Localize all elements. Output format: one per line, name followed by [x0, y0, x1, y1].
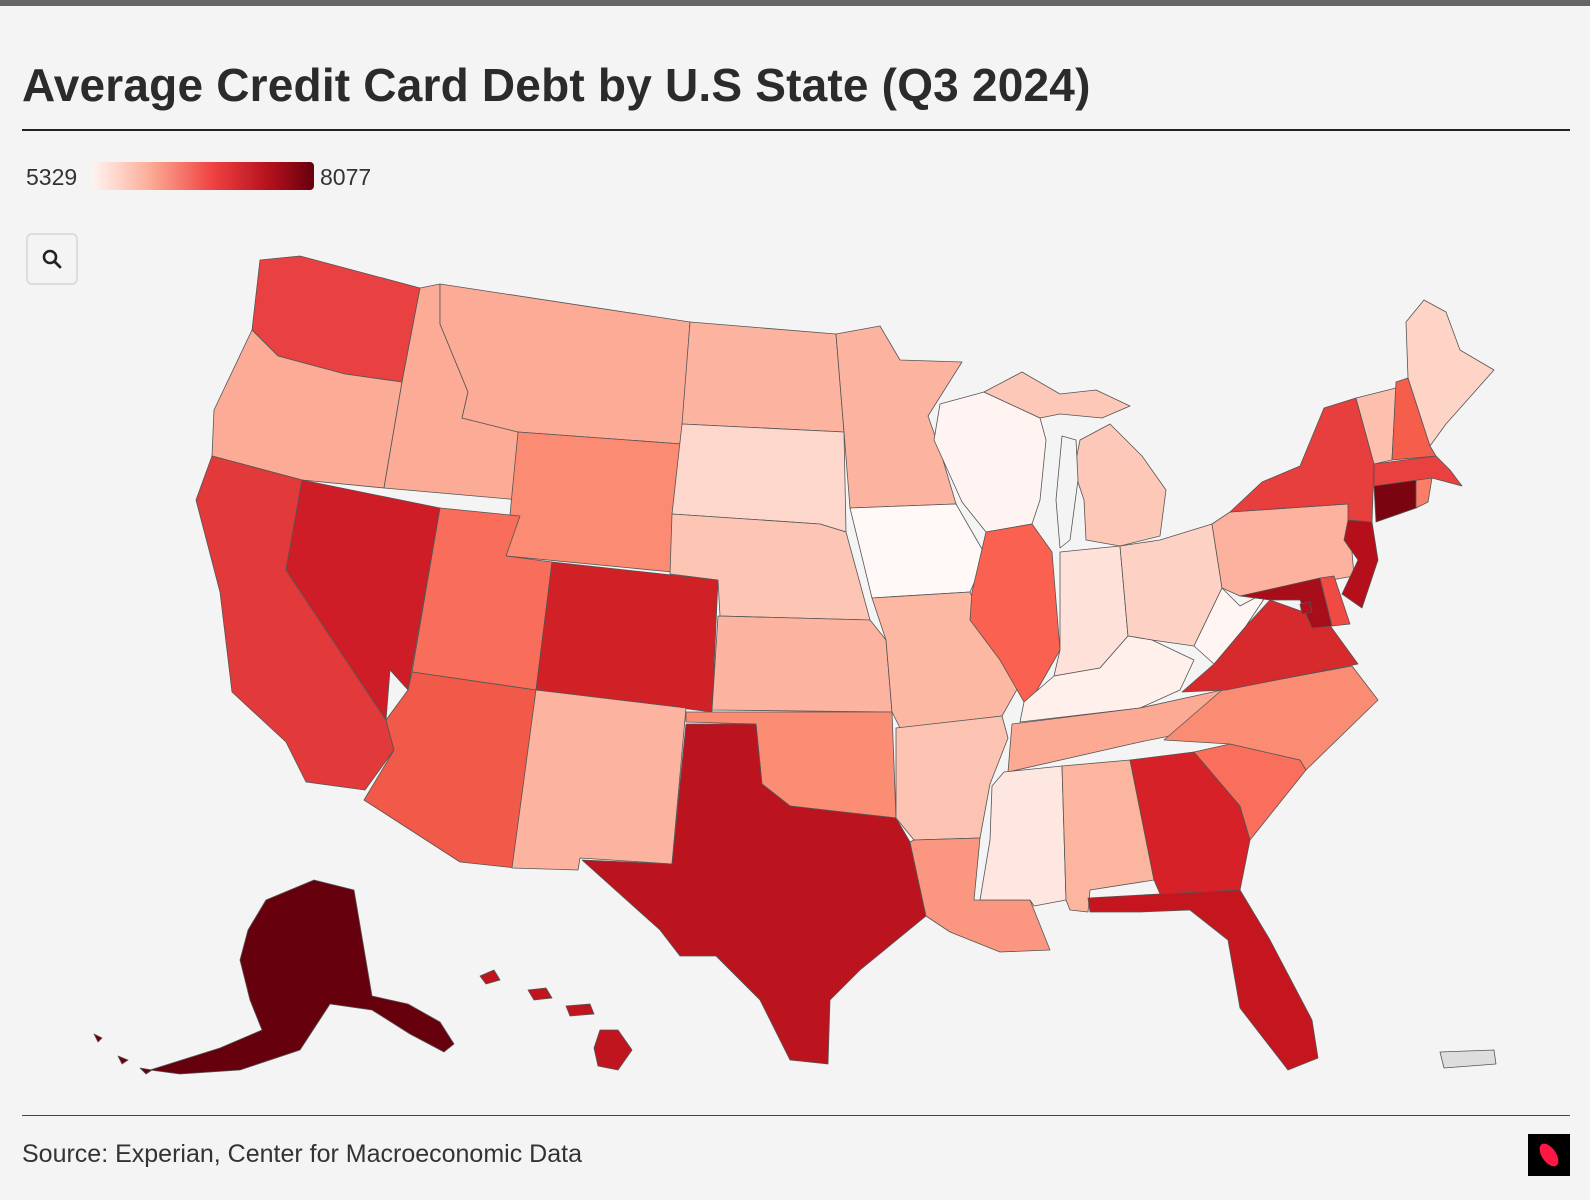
- state-AK[interactable]: [149, 879, 455, 1075]
- state-AR[interactable]: [895, 715, 1009, 841]
- legend-max-label: 8077: [320, 164, 372, 190]
- state-IA[interactable]: [849, 503, 987, 599]
- legend-gradient-bar: [92, 162, 314, 190]
- legend-min-label: 5329: [26, 164, 78, 190]
- state-MI[interactable]: [1073, 423, 1167, 547]
- state-NH[interactable]: [1391, 377, 1437, 461]
- state-DC[interactable]: [1299, 601, 1313, 615]
- state-MI-upper: [983, 371, 1131, 419]
- state-ND[interactable]: [681, 321, 845, 433]
- state-AZ[interactable]: [363, 671, 537, 869]
- zoom-button[interactable]: [26, 233, 78, 285]
- state-CO[interactable]: [535, 561, 719, 713]
- state-NY[interactable]: [1229, 397, 1375, 523]
- state-KS[interactable]: [711, 615, 893, 713]
- footer-divider: [22, 1115, 1570, 1116]
- state-NJ[interactable]: [1341, 519, 1379, 609]
- state-WY[interactable]: [505, 431, 683, 573]
- state-LA[interactable]: [909, 837, 1051, 953]
- state-MN[interactable]: [835, 325, 963, 509]
- state-KY[interactable]: [1019, 635, 1195, 723]
- state-ME[interactable]: [1405, 299, 1495, 447]
- state-TX[interactable]: [581, 723, 927, 1065]
- title-divider: [22, 129, 1570, 131]
- lake-michigan: [1055, 435, 1079, 549]
- state-MT[interactable]: [439, 283, 691, 445]
- source-note: Source: Experian, Center for Macroeconom…: [22, 1140, 582, 1168]
- territory-PR[interactable]: [1439, 1049, 1497, 1069]
- state-HI[interactable]: [593, 1029, 633, 1071]
- state-NM[interactable]: [511, 689, 687, 871]
- top-accent-bar: [0, 0, 1590, 6]
- brand-logo-icon: [1528, 1134, 1570, 1176]
- search-icon: [42, 249, 62, 269]
- state-MS[interactable]: [979, 765, 1067, 907]
- chart-title: Average Credit Card Debt by U.S State (Q…: [22, 59, 1091, 111]
- state-RI[interactable]: [1415, 477, 1433, 509]
- state-DE[interactable]: [1319, 575, 1351, 627]
- state-HI-islands: [479, 969, 595, 1017]
- state-AK-aleutians: [93, 1033, 153, 1075]
- state-FL[interactable]: [1087, 889, 1319, 1071]
